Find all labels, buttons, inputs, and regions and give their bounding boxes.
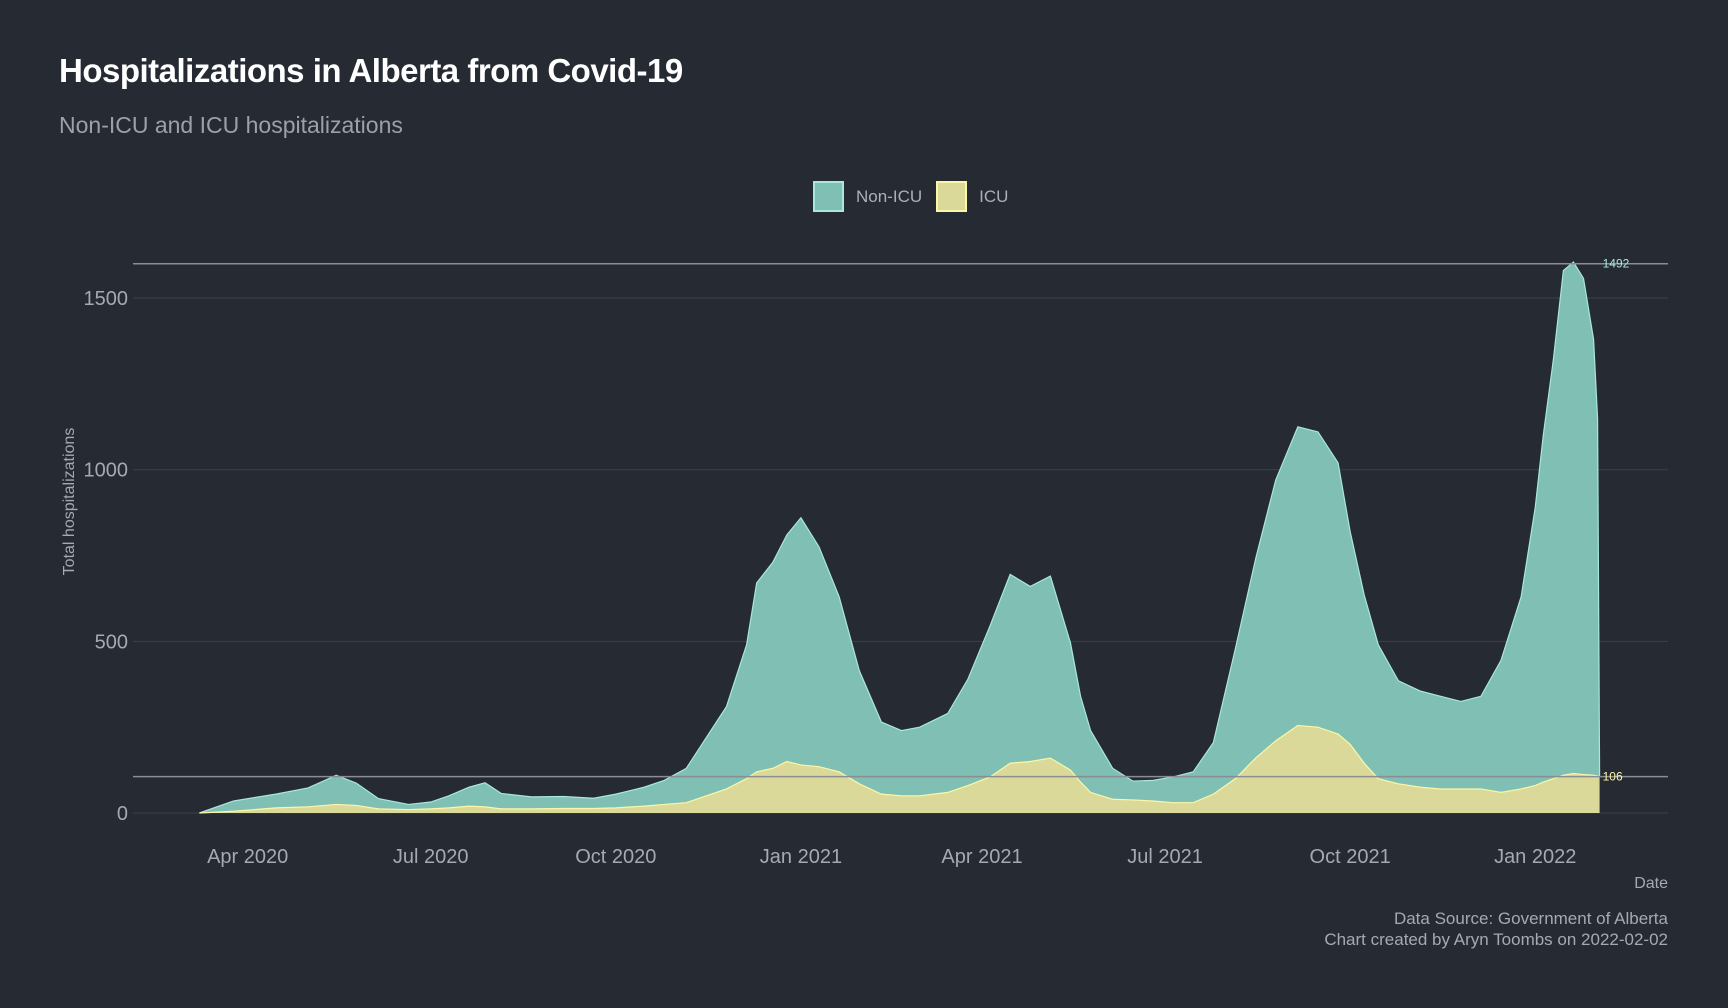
y-axis-title: Total hospitalizations	[61, 428, 78, 576]
legend-label-non-icu: Non-ICU	[856, 186, 923, 206]
legend-item-icu: ICU	[936, 181, 1008, 212]
end-value-label-icu: 106	[1603, 770, 1623, 784]
x-tick-label: Jul 2020	[393, 846, 469, 868]
end-value-label-non-icu: 1492	[1603, 257, 1630, 271]
x-tick-label: Jan 2021	[760, 846, 842, 868]
chart-title: Hospitalizations in Alberta from Covid-1…	[59, 52, 683, 89]
y-tick-label: 1500	[84, 288, 129, 310]
x-tick-label: Jan 2022	[1494, 846, 1576, 868]
y-tick-label: 500	[95, 631, 128, 653]
caption: Data Source: Government of Alberta Chart…	[1324, 908, 1668, 950]
legend-swatch-icu	[936, 181, 968, 212]
x-tick-label: Jul 2021	[1127, 846, 1203, 868]
y-tick-label: 0	[117, 803, 128, 825]
legend: Non-ICU ICU	[813, 181, 1008, 212]
non-icu-line	[199, 261, 1601, 814]
x-tick-label: Apr 2021	[941, 846, 1022, 868]
icu-area	[199, 725, 1600, 813]
x-tick-label: Apr 2020	[207, 846, 288, 868]
x-tick-label: Oct 2021	[1310, 846, 1391, 868]
legend-label-icu: ICU	[979, 186, 1009, 206]
x-axis-title: Date	[1634, 875, 1668, 892]
x-tick-label: Oct 2020	[575, 846, 656, 868]
icu-line	[199, 724, 1600, 814]
chart-subtitle: Non-ICU and ICU hospitalizations	[59, 112, 403, 138]
y-tick-label: 1000	[84, 460, 129, 482]
caption-credit: Chart created by Aryn Toombs on 2022-02-…	[1324, 930, 1668, 949]
legend-item-non-icu: Non-ICU	[813, 181, 922, 212]
caption-source: Data Source: Government of Alberta	[1393, 909, 1668, 928]
non-icu-area	[199, 262, 1600, 813]
legend-swatch-non-icu	[813, 181, 844, 212]
